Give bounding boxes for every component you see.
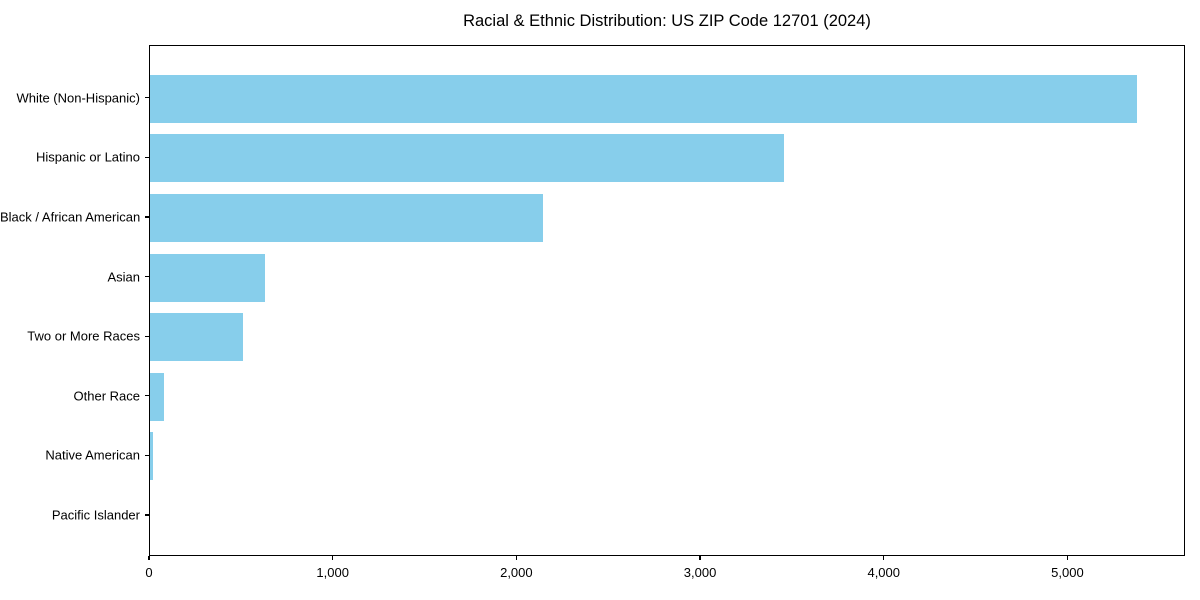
bar-hispanic-or-latino bbox=[150, 134, 784, 183]
x-tick-mark bbox=[148, 556, 150, 560]
bar-black-african-american bbox=[150, 194, 544, 242]
x-tick-label-3-000: 3,000 bbox=[683, 565, 717, 580]
x-tick-label-1-000: 1,000 bbox=[316, 565, 349, 580]
bar-white-non-hispanic bbox=[150, 74, 1138, 123]
y-tick-mark bbox=[145, 454, 149, 456]
x-tick-mark bbox=[699, 556, 701, 560]
y-tick-label-white-non-hispanic: White (Non-Hispanic) bbox=[16, 90, 140, 106]
x-tick-mark bbox=[515, 556, 517, 560]
y-tick-label-black-african-american: Black / African American bbox=[0, 209, 141, 225]
y-tick-mark bbox=[145, 395, 149, 397]
y-tick-mark bbox=[145, 276, 149, 278]
x-tick-label-5-000: 5,000 bbox=[1051, 565, 1084, 580]
x-tick-mark bbox=[332, 556, 334, 560]
y-tick-mark bbox=[145, 97, 149, 99]
bar-asian bbox=[150, 253, 265, 302]
y-tick-label-two-or-more-races: Two or More Races bbox=[27, 328, 140, 344]
x-tick-label-0: 0 bbox=[145, 565, 153, 580]
y-tick-mark bbox=[145, 216, 149, 218]
chart-title: Racial & Ethnic Distribution: US ZIP Cod… bbox=[463, 12, 871, 30]
y-tick-label-asian: Asian bbox=[107, 269, 140, 285]
y-tick-mark bbox=[145, 156, 149, 158]
plot-area bbox=[149, 45, 1185, 556]
y-tick-label-native-american: Native American bbox=[45, 447, 140, 463]
x-tick-mark bbox=[883, 556, 885, 560]
x-tick-mark bbox=[1066, 556, 1069, 560]
y-tick-label-hispanic-or-latino: Hispanic or Latino bbox=[35, 149, 140, 165]
x-tick-label-4-000: 4,000 bbox=[867, 565, 901, 580]
bar-native-american bbox=[150, 432, 153, 481]
y-tick-label-other-race: Other Race bbox=[73, 388, 140, 404]
bar-other-race bbox=[150, 372, 164, 421]
bar-two-or-more-races bbox=[150, 313, 243, 362]
y-tick-label-pacific-islander: Pacific Islander bbox=[51, 507, 140, 523]
x-tick-label-2-000: 2,000 bbox=[500, 565, 533, 580]
y-tick-mark bbox=[145, 335, 149, 337]
y-tick-mark bbox=[145, 514, 149, 516]
